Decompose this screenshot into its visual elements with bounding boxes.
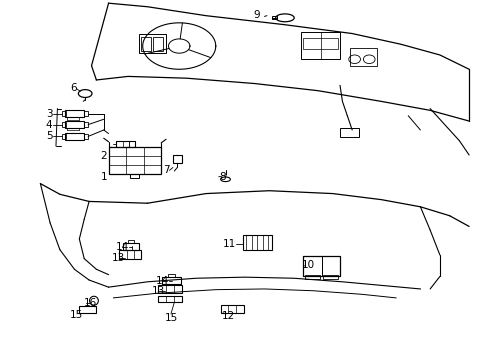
Bar	[130, 174, 139, 178]
Bar	[153, 37, 163, 51]
Bar	[303, 38, 338, 49]
Bar	[158, 285, 182, 293]
Bar	[323, 275, 338, 279]
Bar	[303, 256, 322, 276]
Text: 11: 11	[223, 239, 236, 249]
Text: 16: 16	[83, 298, 97, 308]
Text: 13: 13	[112, 253, 125, 263]
Text: 6: 6	[70, 83, 77, 93]
Bar	[129, 141, 135, 147]
Bar	[84, 122, 88, 127]
Bar	[305, 275, 319, 279]
Text: 15: 15	[70, 310, 83, 320]
Text: 7: 7	[163, 165, 170, 175]
Bar	[119, 250, 141, 259]
Text: 5: 5	[46, 131, 52, 141]
Text: 3: 3	[46, 109, 52, 119]
Bar	[62, 122, 66, 127]
Text: 9: 9	[254, 10, 261, 20]
Text: 2: 2	[100, 151, 107, 161]
Text: 15: 15	[164, 312, 177, 323]
Bar	[122, 141, 129, 147]
Text: 8: 8	[220, 172, 226, 182]
Bar	[116, 141, 135, 147]
Text: 1: 1	[100, 172, 107, 182]
Bar	[141, 37, 151, 51]
Bar	[173, 155, 182, 163]
Bar	[340, 128, 360, 137]
Text: 4: 4	[46, 120, 52, 130]
Bar	[303, 256, 340, 276]
Bar	[62, 111, 66, 116]
Bar	[322, 256, 340, 276]
Text: 10: 10	[302, 260, 315, 270]
Bar	[301, 32, 340, 59]
Bar	[272, 17, 277, 19]
Text: 14: 14	[155, 276, 169, 287]
Bar	[128, 240, 134, 243]
Text: 14: 14	[116, 242, 129, 252]
Bar	[158, 296, 182, 302]
Bar	[84, 134, 88, 139]
Bar	[243, 235, 272, 249]
Bar	[350, 48, 376, 66]
Bar	[168, 274, 175, 277]
Bar	[84, 111, 88, 116]
Text: 13: 13	[151, 287, 165, 296]
Bar	[220, 305, 244, 313]
Bar	[65, 121, 84, 128]
Bar	[162, 277, 181, 284]
Text: 12: 12	[221, 311, 235, 321]
Bar	[123, 243, 139, 249]
Bar	[65, 133, 84, 140]
Bar	[62, 134, 66, 139]
Bar	[79, 306, 97, 313]
Bar	[139, 33, 166, 53]
Bar	[65, 111, 84, 117]
Bar	[109, 147, 161, 174]
